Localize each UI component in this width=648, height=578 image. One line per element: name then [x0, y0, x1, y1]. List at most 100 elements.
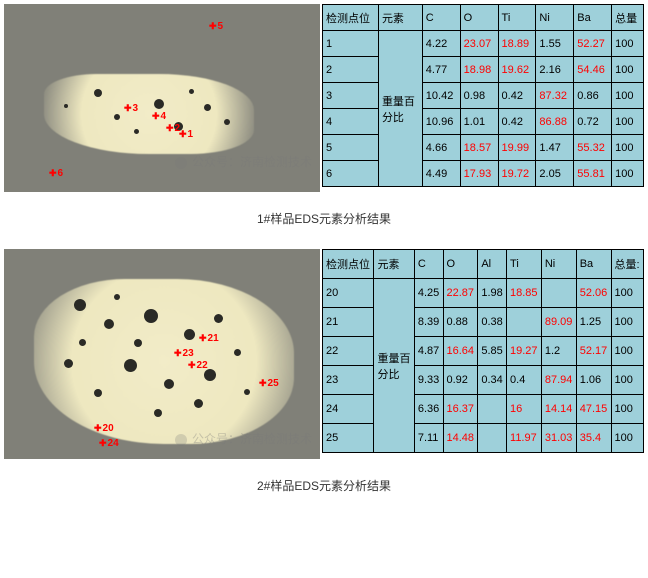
particle-spot [244, 389, 250, 395]
table-cell [541, 279, 576, 308]
detection-point: 2 [323, 57, 379, 83]
particle-spot [134, 339, 142, 347]
particle-spot [164, 379, 174, 389]
table-header: Ba [574, 5, 612, 31]
table-cell: 1.2 [541, 337, 576, 366]
particle-spot [224, 119, 230, 125]
table-row: 218.390.880.3889.091.25100 [323, 308, 644, 337]
table-cell: 1.25 [576, 308, 611, 337]
table-cell: 0.4 [507, 366, 542, 395]
table-cell: 0.86 [574, 83, 612, 109]
table-cell: 4.77 [422, 57, 460, 83]
sample1-caption: 1#样品EDS元素分析结果 [4, 210, 644, 227]
particle-spot [64, 104, 68, 108]
table-cell: 100 [611, 279, 643, 308]
table-header: Ni [541, 250, 576, 279]
table-cell: 86.88 [536, 109, 574, 135]
watermark-text: 公众号：济南检测技术 [175, 153, 312, 170]
particle-spot [79, 339, 86, 346]
table-cell: 0.92 [443, 366, 478, 395]
table-row: 410.961.010.4286.880.72100 [323, 109, 644, 135]
particle-spot [174, 122, 183, 131]
table-cell: 55.32 [574, 135, 612, 161]
table-cell: 18.85 [507, 279, 542, 308]
weight-percent-label: 重量百分比 [374, 279, 414, 453]
table-header: O [460, 5, 498, 31]
table-cell: 0.88 [443, 308, 478, 337]
table-cell: 100 [612, 31, 644, 57]
table-cell: 100 [612, 83, 644, 109]
table-cell [478, 424, 507, 453]
table-cell: 0.42 [498, 109, 536, 135]
table-cell: 0.98 [460, 83, 498, 109]
particle-spot [114, 114, 120, 120]
sample1-sem-image: 534216 公众号：济南检测技术 [4, 4, 320, 192]
table-cell: 23.07 [460, 31, 498, 57]
table-row: 246.3616.371614.1447.15100 [323, 395, 644, 424]
table-cell: 100 [611, 308, 643, 337]
table-cell: 19.62 [498, 57, 536, 83]
table-cell: 14.48 [443, 424, 478, 453]
table-cell: 16 [507, 395, 542, 424]
table-cell: 1.55 [536, 31, 574, 57]
table-header: Al [478, 250, 507, 279]
particle-spot [154, 409, 162, 417]
table-header: C [422, 5, 460, 31]
table-cell: 5.85 [478, 337, 507, 366]
table-cell: 55.81 [574, 161, 612, 187]
table-cell: 35.4 [576, 424, 611, 453]
sample2-block: 212322252024 公众号：济南检测技术 检测点位元素COAlTiNiBa… [4, 249, 644, 459]
table-header: 元素 [374, 250, 414, 279]
table-row: 310.420.980.4287.320.86100 [323, 83, 644, 109]
table-cell: 4.49 [422, 161, 460, 187]
detection-point: 4 [323, 109, 379, 135]
table-cell: 10.96 [422, 109, 460, 135]
wechat-icon [175, 157, 187, 169]
table-header: C [414, 250, 443, 279]
table-row: 54.6618.5719.991.4755.32100 [323, 135, 644, 161]
table-cell: 8.39 [414, 308, 443, 337]
table-header: 总量: [611, 250, 643, 279]
table-cell: 47.15 [576, 395, 611, 424]
detection-point: 6 [323, 161, 379, 187]
table-cell: 9.33 [414, 366, 443, 395]
watermark-label: 公众号：济南检测技术 [192, 155, 312, 169]
table-cell: 0.34 [478, 366, 507, 395]
table-cell: 52.17 [576, 337, 611, 366]
table-cell: 100 [611, 337, 643, 366]
table-cell: 19.72 [498, 161, 536, 187]
table-cell: 16.64 [443, 337, 478, 366]
sample2-sem-image: 212322252024 公众号：济南检测技术 [4, 249, 320, 459]
table-cell: 1.06 [576, 366, 611, 395]
table-header: Ti [498, 5, 536, 31]
table-row: 224.8716.645.8519.271.252.17100 [323, 337, 644, 366]
table-cell: 19.99 [498, 135, 536, 161]
particle-spot [74, 299, 86, 311]
table-header: 总量 [612, 5, 644, 31]
table-cell: 0.72 [574, 109, 612, 135]
particle-spot [184, 329, 195, 340]
sample2-eds-table: 检测点位元素COAlTiNiBa总量: 20重量百分比4.2522.871.98… [322, 249, 644, 453]
table-row: 64.4917.9319.722.0555.81100 [323, 161, 644, 187]
particle-spot [94, 89, 102, 97]
table-cell: 6.36 [414, 395, 443, 424]
table-cell: 100 [612, 135, 644, 161]
table-row: 239.330.920.340.487.941.06100 [323, 366, 644, 395]
table-cell: 17.93 [460, 161, 498, 187]
table-cell: 0.42 [498, 83, 536, 109]
sample1-block: 534216 公众号：济南检测技术 检测点位元素COTiNiBa总量 1重量百分… [4, 4, 644, 192]
particle-spot [194, 399, 203, 408]
particle-spot [154, 99, 164, 109]
table-cell: 52.27 [574, 31, 612, 57]
detection-marker: 24 [99, 439, 119, 449]
table-cell [507, 308, 542, 337]
table-cell: 89.09 [541, 308, 576, 337]
table-cell: 100 [612, 161, 644, 187]
table-header: O [443, 250, 478, 279]
table-cell: 2.16 [536, 57, 574, 83]
particle-region [44, 74, 254, 154]
table-cell: 1.98 [478, 279, 507, 308]
table-cell: 1.01 [460, 109, 498, 135]
table-cell: 18.89 [498, 31, 536, 57]
table-cell: 87.32 [536, 83, 574, 109]
